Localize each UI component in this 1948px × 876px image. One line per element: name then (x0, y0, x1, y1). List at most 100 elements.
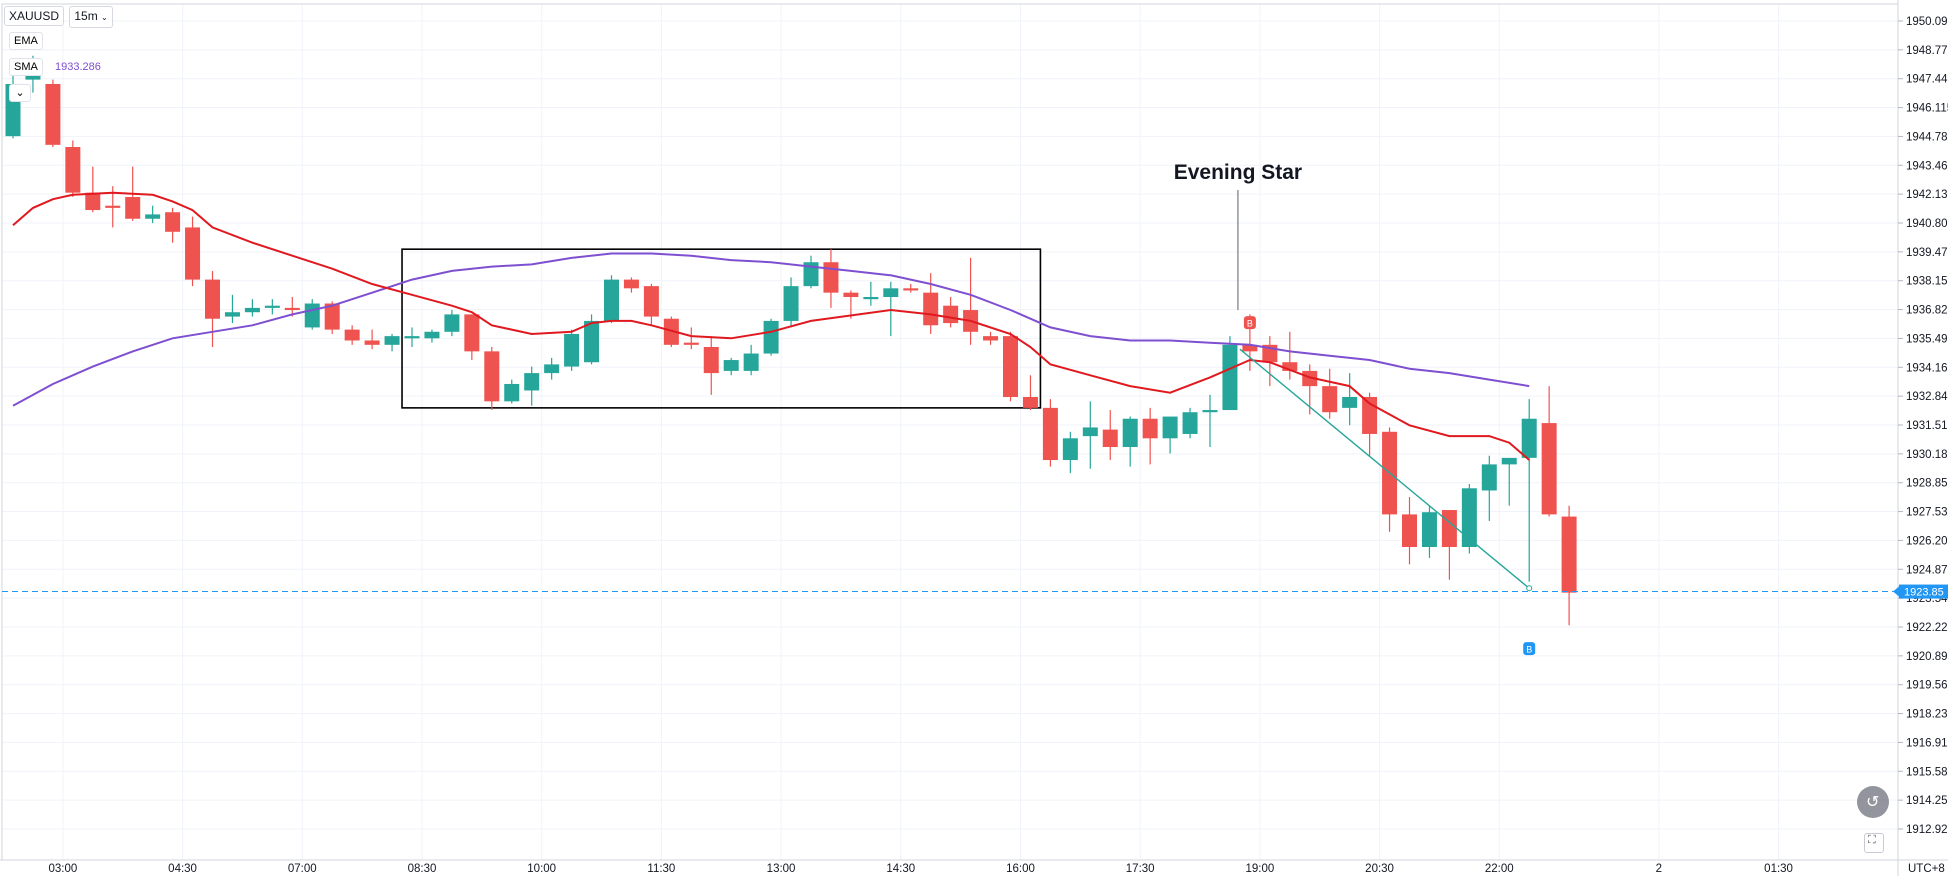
screenshot-tool-button[interactable]: ↺ (1857, 786, 1889, 818)
candle (1521, 399, 1537, 582)
candle (244, 299, 260, 317)
trendline-handle[interactable] (1526, 585, 1533, 592)
candle (1282, 331, 1298, 380)
trendline[interactable] (1239, 348, 1530, 589)
y-tick-label: 1944.787 (1906, 131, 1948, 143)
y-tick-label: 1919.565 (1906, 680, 1948, 692)
candle (544, 357, 560, 380)
ema-label: EMA (14, 35, 38, 47)
trade-marker[interactable]: B (1523, 642, 1536, 656)
candle (803, 255, 819, 289)
candle-body (643, 286, 659, 317)
candle (823, 249, 839, 308)
candle (324, 301, 340, 334)
candle (165, 207, 181, 243)
candle-body (1402, 514, 1417, 547)
candle (504, 379, 520, 404)
candle (424, 329, 440, 343)
candle (883, 281, 899, 337)
candle (344, 325, 360, 345)
candle (404, 327, 420, 348)
price-axis[interactable]: 1950.097 1948.770 1947.442 1946.115 1944.787… (1898, 16, 1948, 836)
candle-body (1162, 416, 1178, 439)
x-tick-label: 03:00 (48, 863, 77, 875)
candle-body (404, 336, 420, 339)
ema-indicator-label[interactable]: EMA (9, 32, 43, 50)
y-tick-label: 1935.495 (1906, 333, 1948, 345)
y-tick-label: 1918.237 (1906, 709, 1948, 721)
candle-body (424, 331, 440, 339)
candle (224, 294, 240, 324)
y-tick-label: 1948.770 (1906, 45, 1948, 57)
y-tick-label: 1927.530 (1906, 507, 1948, 519)
candle (205, 270, 220, 348)
candle-body (703, 347, 719, 374)
collapse-legend-button[interactable]: ⌄ (9, 84, 31, 102)
candle-body (504, 383, 520, 402)
chart-legend: XAUUSD 15m ⌄ (4, 6, 115, 28)
timezone-label[interactable]: UTC+8 (1908, 863, 1945, 875)
candle (1042, 399, 1058, 467)
candle-body (125, 197, 141, 219)
candle (1122, 416, 1138, 467)
candle-body (1003, 336, 1018, 398)
candle-body (1122, 418, 1138, 447)
annotations: 1923.85 Evening Star B B (2, 161, 1948, 656)
candle-body (1222, 344, 1238, 411)
candle-body (1501, 457, 1517, 465)
candle-body (883, 288, 899, 298)
y-tick-label: 1920.892 (1906, 651, 1948, 663)
candle (524, 366, 540, 406)
symbol-label[interactable]: XAUUSD (4, 6, 65, 26)
candle-body (943, 305, 959, 324)
y-tick-label: 1912.927 (1906, 824, 1948, 836)
candle (364, 329, 380, 350)
expand-icon: ⛶ (1868, 834, 1876, 846)
candle (623, 277, 639, 293)
x-tick-label: 08:30 (408, 863, 437, 875)
candle-body (1461, 488, 1477, 547)
interval-selector[interactable]: 15m ⌄ (69, 6, 113, 28)
y-tick-label: 1928.857 (1906, 478, 1948, 490)
candle-body (1062, 438, 1078, 461)
y-tick-label: 1940.805 (1906, 218, 1948, 230)
sma-label: SMA (14, 61, 38, 73)
candle (564, 329, 580, 371)
sma-value: 1933.286 (55, 61, 101, 73)
x-tick-label: 11:30 (647, 863, 675, 875)
candle-body (304, 303, 320, 328)
candle-body (444, 314, 460, 332)
sma-line (12, 252, 1530, 407)
candle (663, 316, 679, 348)
candle (763, 318, 779, 356)
sma-indicator-label[interactable]: SMA (9, 58, 43, 76)
trade-marker[interactable]: B (1243, 316, 1256, 330)
fit-screen-button[interactable]: ⛶ (1864, 833, 1884, 853)
candle (903, 283, 919, 293)
pattern-box-layer (401, 248, 1042, 409)
candle (863, 281, 879, 306)
candle-body (763, 320, 779, 354)
candle-body (364, 340, 380, 345)
time-axis[interactable]: 03:00 04:30 07:00 08:30 10:00 11:30 13:00 14:30… (48, 863, 1792, 875)
candle-body (803, 262, 819, 287)
candle (1082, 401, 1098, 469)
candle (1461, 483, 1477, 554)
pattern-annotation[interactable]: Evening Star (1174, 161, 1302, 184)
candle-body (604, 279, 619, 321)
candle (185, 216, 201, 287)
candle-body (264, 305, 280, 308)
pattern-box[interactable] (401, 248, 1042, 409)
x-tick-label: 2 (1656, 863, 1662, 875)
x-tick-label: 16:00 (1006, 863, 1035, 875)
candle (1202, 394, 1218, 447)
candle (1062, 431, 1078, 474)
x-tick-label: 01:30 (1764, 863, 1793, 875)
candle-body (384, 336, 400, 345)
y-tick-label: 1934.167 (1906, 362, 1948, 374)
x-tick-label: 13:00 (767, 863, 796, 875)
candle-body (45, 83, 61, 145)
candle-body (85, 192, 101, 211)
candle (683, 327, 699, 350)
